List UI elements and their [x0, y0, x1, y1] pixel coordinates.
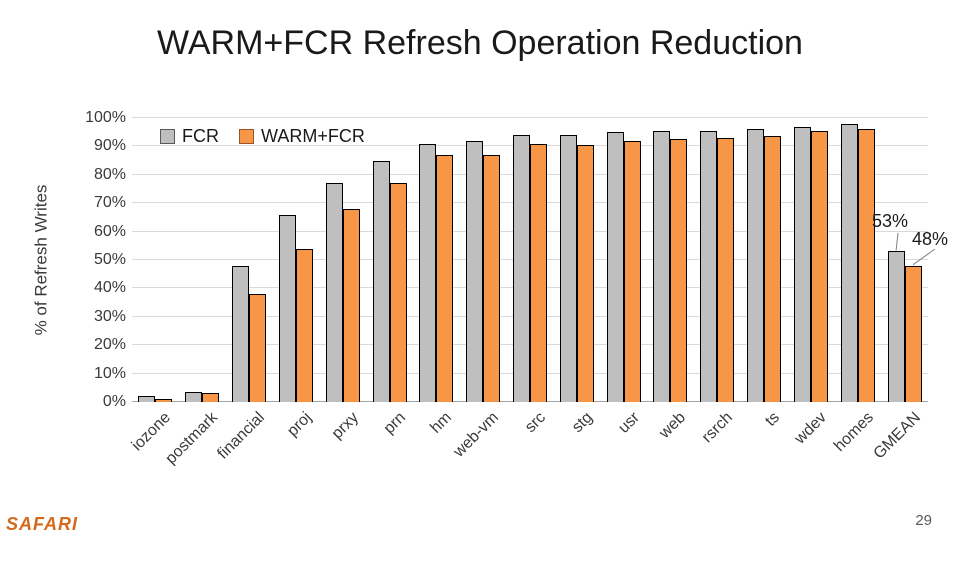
bar-fcr-gmean [887, 251, 905, 402]
y-tick-label: 80% [93, 165, 126, 183]
gridline [132, 117, 928, 118]
annotation-gmean-fcr: 53% [872, 211, 909, 231]
bar-fcr-proj [278, 215, 296, 402]
bar-fcr-wdev [793, 127, 811, 402]
bar-fcr-homes [840, 124, 858, 402]
slide-page-number: 29 [915, 512, 932, 529]
bar-warm-fcr-rsrch [717, 138, 735, 402]
slide: WARM+FCR Refresh Operation Reduction % o… [6, 24, 949, 534]
bar-warm-fcr-wdev [810, 131, 828, 402]
bar-warm-fcr-usr [623, 141, 641, 402]
bar-fcr-web [653, 131, 671, 402]
legend-label-warmfcr: WARM+FCR [261, 126, 365, 146]
bar-fcr-src [513, 135, 530, 402]
bar-fcr-iozone [138, 396, 156, 402]
bar-warm-fcr-gmean [904, 266, 922, 402]
y-tick-label: 20% [93, 336, 126, 354]
bar-fcr-ts [747, 129, 765, 402]
legend-swatch-fcr-icon [160, 129, 175, 144]
legend-item-warmfcr: WARM+FCR [239, 126, 365, 147]
legend-label-fcr: FCR [182, 126, 219, 146]
bar-warm-fcr-hm [436, 155, 454, 402]
y-tick-label: 90% [93, 137, 126, 155]
legend-swatch-warmfcr-icon [239, 129, 254, 144]
bar-warm-fcr-homes [857, 129, 875, 402]
y-tick-label: 0% [102, 393, 126, 410]
legend-item-fcr: FCR [160, 126, 219, 147]
chart-legend: FCR WARM+FCR [160, 126, 365, 147]
safari-logo: SAFARI [6, 514, 79, 534]
y-tick-label: 40% [93, 279, 126, 297]
bar-warm-fcr-prn [389, 183, 407, 402]
bar-warm-fcr-postmark [202, 393, 220, 402]
bar-warm-fcr-financial [249, 294, 267, 402]
bar-fcr-postmark [185, 392, 203, 402]
bar-fcr-web-vm [466, 141, 484, 402]
bar-fcr-prxy [325, 183, 343, 402]
annotation-gmean-warmfcr: 48% [912, 229, 949, 249]
bar-warm-fcr-web [670, 139, 688, 402]
y-tick-label: 70% [93, 194, 126, 212]
bar-warm-fcr-web-vm [483, 155, 501, 402]
bar-warm-fcr-iozone [155, 399, 173, 402]
bar-fcr-financial [232, 266, 250, 402]
plot-area [132, 117, 928, 402]
bar-fcr-hm [419, 144, 437, 402]
bar-warm-fcr-prxy [342, 209, 360, 402]
y-tick-label: 50% [93, 251, 126, 268]
bar-fcr-rsrch [700, 131, 718, 402]
y-tick-label: 30% [93, 307, 126, 325]
y-tick-label: 60% [93, 222, 126, 240]
y-tick-label: 100% [85, 109, 126, 126]
bar-warm-fcr-src [530, 144, 547, 402]
bar-warm-fcr-stg [576, 145, 594, 402]
bar-warm-fcr-proj [295, 249, 313, 402]
bar-fcr-usr [606, 132, 624, 402]
bar-fcr-stg [559, 135, 577, 402]
bar-warm-fcr-ts [764, 136, 782, 402]
chart-title: WARM+FCR Refresh Operation Reduction [157, 24, 803, 62]
bar-fcr-prn [372, 161, 390, 402]
y-tick-label: 10% [93, 364, 126, 382]
